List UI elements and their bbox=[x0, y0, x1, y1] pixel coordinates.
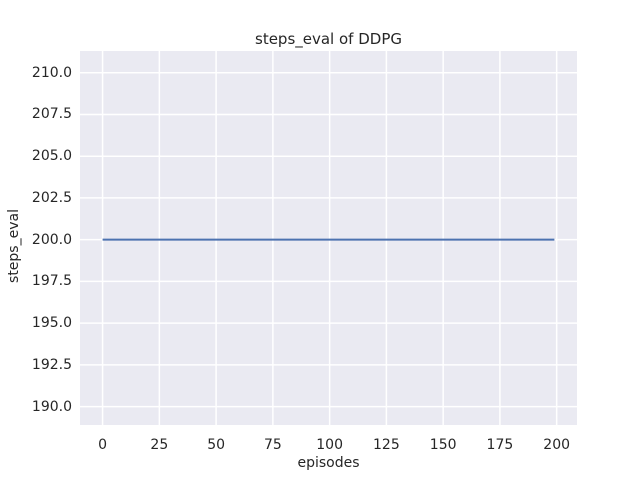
x-tick-label: 50 bbox=[207, 437, 226, 453]
chart-title: steps_eval of DDPG bbox=[255, 30, 402, 48]
y-tick-label: 195.0 bbox=[31, 315, 72, 332]
y-tick-label: 205.0 bbox=[31, 148, 72, 165]
plot-area bbox=[80, 51, 577, 425]
y-tick-label: 202.5 bbox=[31, 189, 72, 206]
x-axis-label: episodes bbox=[297, 455, 360, 471]
x-tick-label: 25 bbox=[150, 437, 169, 453]
y-tick-label: 190.0 bbox=[31, 398, 72, 415]
plot-canvas bbox=[80, 51, 577, 425]
y-tick-label: 207.5 bbox=[31, 106, 72, 123]
x-tick-label: 100 bbox=[316, 437, 343, 453]
x-tick-label: 125 bbox=[373, 437, 400, 453]
y-tick-label: 210.0 bbox=[31, 64, 72, 81]
y-tick-label: 192.5 bbox=[31, 356, 72, 373]
x-tick-label: 150 bbox=[429, 437, 457, 453]
x-tick-label: 200 bbox=[543, 437, 571, 453]
x-tick-label: 175 bbox=[486, 437, 514, 453]
x-tick-label: 0 bbox=[98, 437, 108, 453]
y-tick-label: 200.0 bbox=[31, 231, 72, 248]
y-tick-label: 197.5 bbox=[31, 273, 72, 290]
x-tick-label: 75 bbox=[263, 437, 282, 453]
